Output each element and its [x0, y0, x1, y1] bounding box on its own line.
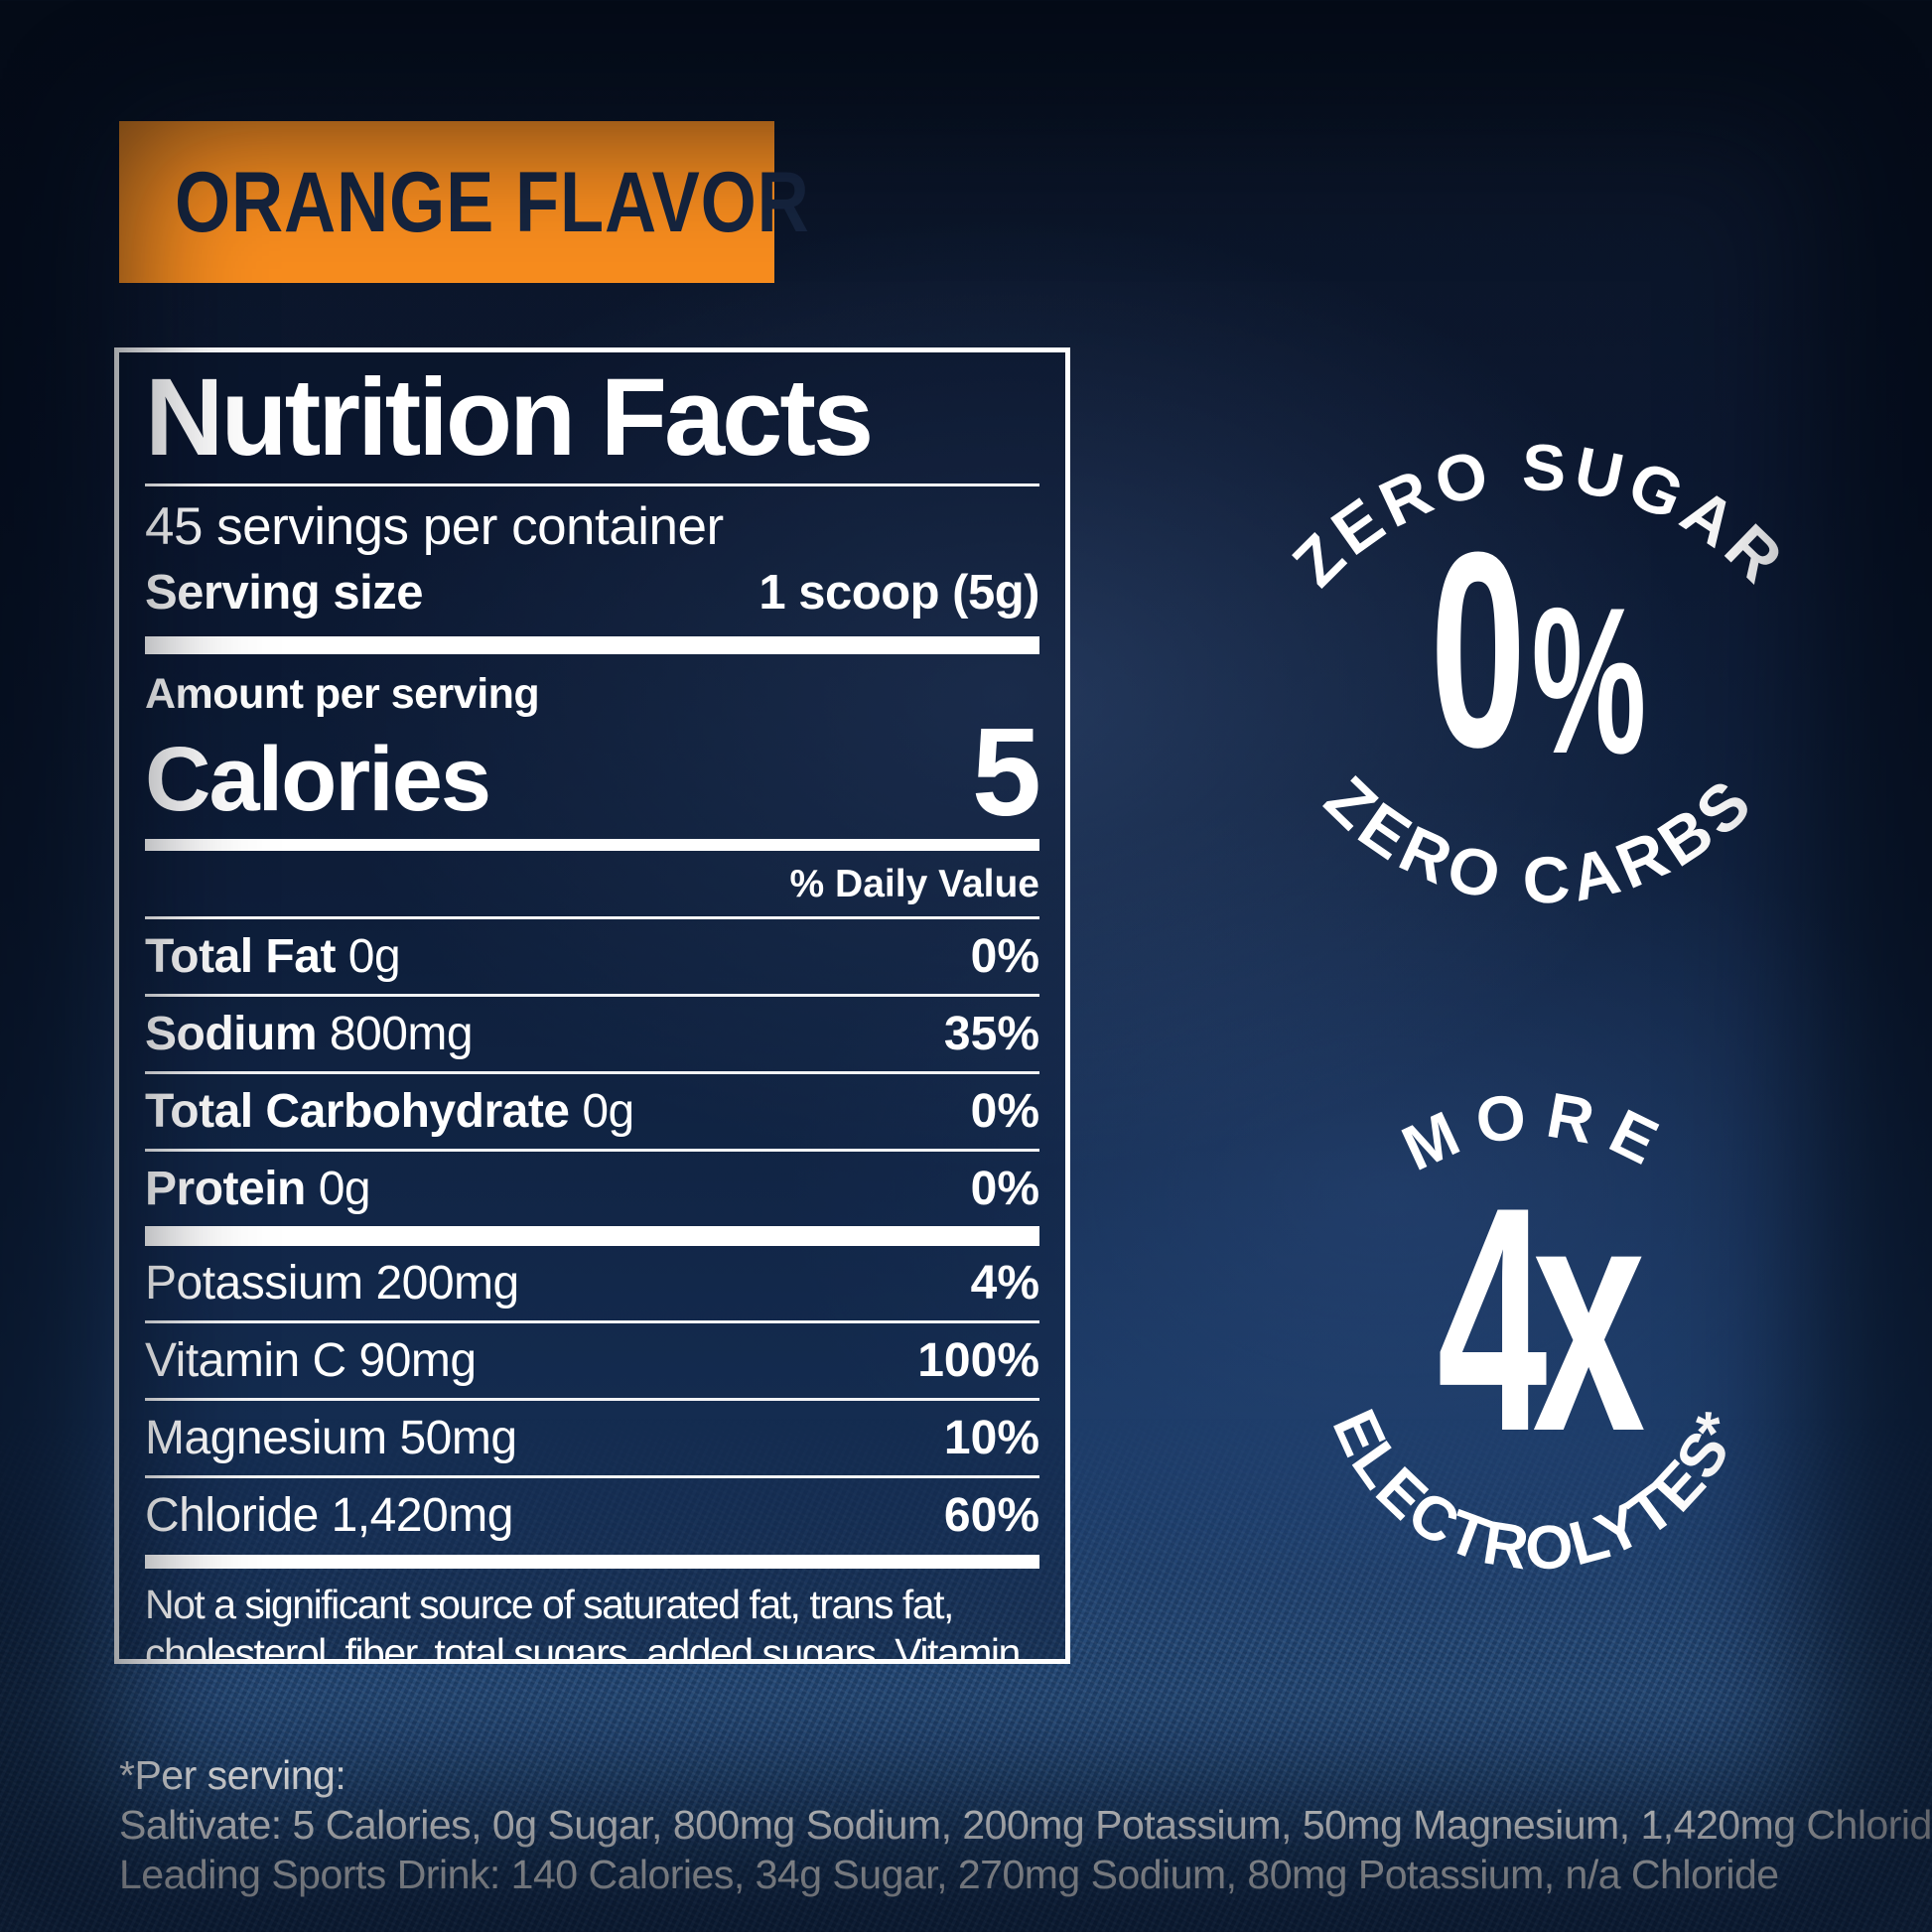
nutrient-dv: 4%	[970, 1256, 1039, 1310]
flavor-badge-label: ORANGE FLAVOR	[175, 154, 810, 250]
nutrient-dv: 0%	[970, 1084, 1039, 1138]
nutrient-dv: 0%	[970, 1162, 1039, 1215]
nutrient-row-protein: Protein 0g 0%	[145, 1152, 1039, 1226]
nutrient-dv: 100%	[917, 1333, 1039, 1387]
nutrition-facts-panel: Nutrition Facts 45 servings per containe…	[114, 347, 1070, 1664]
nutrient-dv: 0%	[970, 929, 1039, 983]
zero-sugar-zero-carbs-badge: ZERO SUGAR 0 % ZERO CARBS	[1279, 430, 1795, 917]
nutrient-row-total-carbohydrate: Total Carbohydrate 0g 0%	[145, 1074, 1039, 1152]
nutrient-name-amount: Magnesium 50mg	[145, 1411, 517, 1464]
nutrient-name-amount: Total Carbohydrate 0g	[145, 1084, 634, 1138]
more-electrolytes-badge: MORE 4 x ELECTROLYTES*	[1319, 1078, 1752, 1584]
footer-line-1: *Per serving:	[119, 1752, 346, 1798]
panel-footnote: Not a significant source of saturated fa…	[145, 1581, 1021, 1664]
nutrition-facts-title: Nutrition Facts	[145, 356, 874, 479]
servings-per-container: 45 servings per container	[145, 497, 724, 557]
footer-line-2: Saltivate: 5 Calories, 0g Sugar, 800mg S…	[119, 1802, 1932, 1849]
nutrient-name-amount: Potassium 200mg	[145, 1256, 519, 1310]
nutrient-dv: 10%	[943, 1411, 1039, 1464]
nutrient-name-amount: Protein 0g	[145, 1162, 371, 1215]
flavor-badge: ORANGE FLAVOR	[119, 121, 809, 283]
medium-divider	[145, 838, 1039, 851]
nutrient-dv: 35%	[943, 1007, 1039, 1060]
nutrient-name-amount: Total Fat 0g	[145, 929, 401, 983]
svg-text:x: x	[1533, 1134, 1647, 1500]
multiplier-value: 4 x	[1438, 1134, 1647, 1500]
svg-text:0: 0	[1431, 495, 1527, 806]
nutrient-name-amount: Sodium 800mg	[145, 1007, 474, 1060]
nutrient-row-chloride: Chloride 1,420mg 60%	[145, 1478, 1039, 1553]
serving-size-value: 1 scoop (5g)	[759, 566, 1039, 621]
footer-line-3: Leading Sports Drink: 140 Calories, 34g …	[119, 1852, 1779, 1898]
comparison-footnote: *Per serving: Saltivate: 5 Calories, 0g …	[119, 1750, 1932, 1899]
calories-value: 5	[971, 702, 1041, 843]
svg-text:4: 4	[1438, 1140, 1549, 1498]
serving-size-label: Serving size	[145, 566, 423, 621]
nutrient-name-amount: Chloride 1,420mg	[145, 1488, 513, 1542]
thick-divider	[145, 1225, 1039, 1246]
nutrient-row-sodium: Sodium 800mg 35%	[145, 997, 1039, 1074]
thick-divider	[145, 1554, 1039, 1569]
nutrient-name-amount: Vitamin C 90mg	[145, 1333, 477, 1387]
serving-size-row: Serving size 1 scoop (5g)	[145, 565, 1039, 621]
field-texture	[0, 1416, 1932, 1932]
calories-label: Calories	[145, 728, 491, 830]
daily-value-header: % Daily Value	[789, 862, 1039, 905]
amount-per-serving-label: Amount per serving	[145, 670, 540, 719]
nutrient-row-potassium: Potassium 200mg 4%	[145, 1246, 1039, 1323]
calories-row: Calories 5	[145, 702, 1041, 843]
svg-text:%: %	[1532, 565, 1647, 797]
nutrient-row-magnesium: Magnesium 50mg 10%	[145, 1401, 1039, 1478]
nutrient-dv: 60%	[943, 1488, 1039, 1542]
nutrient-row-total-fat: Total Fat 0g 0%	[145, 919, 1039, 997]
zero-percent-value: 0 %	[1431, 495, 1647, 806]
divider	[145, 483, 1039, 487]
nutrient-row-vitamin-c: Vitamin C 90mg 100%	[145, 1323, 1039, 1401]
divider	[145, 915, 1039, 919]
thick-divider	[145, 636, 1039, 655]
